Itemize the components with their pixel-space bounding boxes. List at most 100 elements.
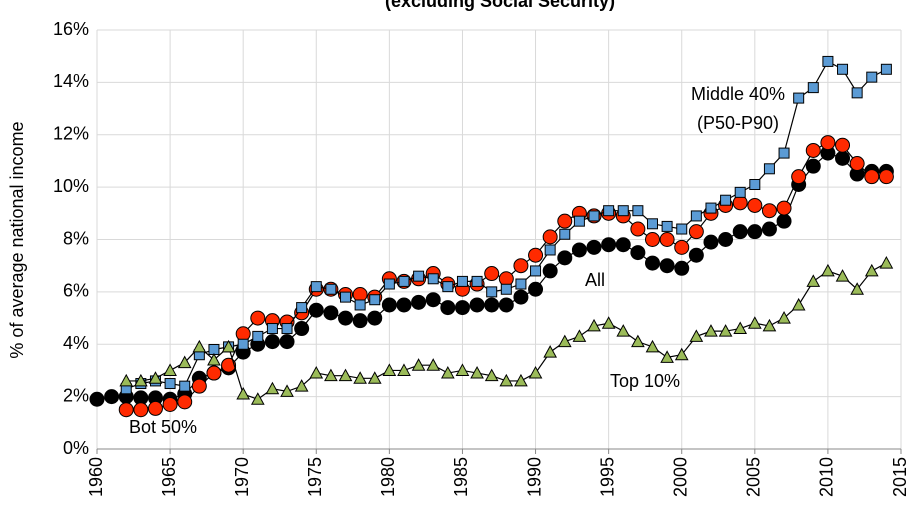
point xyxy=(119,373,134,387)
point xyxy=(644,232,660,247)
point xyxy=(864,263,879,277)
point xyxy=(325,283,337,295)
point xyxy=(352,286,368,302)
point xyxy=(645,339,660,353)
point xyxy=(674,347,689,361)
point xyxy=(383,278,395,290)
x-tick-label: 1990 xyxy=(524,457,544,497)
point xyxy=(572,329,587,342)
point xyxy=(324,368,338,382)
point xyxy=(776,213,792,229)
point xyxy=(820,135,836,151)
point xyxy=(310,281,322,293)
point xyxy=(454,300,470,316)
point xyxy=(878,169,894,185)
point xyxy=(542,229,558,245)
point xyxy=(469,297,485,313)
point xyxy=(571,242,587,258)
point xyxy=(236,386,251,400)
point xyxy=(367,310,383,326)
point xyxy=(265,381,280,395)
point xyxy=(807,82,819,94)
point xyxy=(440,300,456,316)
point xyxy=(162,396,178,412)
point xyxy=(338,310,354,326)
point xyxy=(835,150,851,166)
y-tick-label: 14% xyxy=(53,71,89,91)
point xyxy=(659,258,675,274)
point xyxy=(513,289,529,305)
point xyxy=(456,275,468,287)
point xyxy=(720,194,732,206)
point xyxy=(382,363,397,376)
point xyxy=(777,311,791,324)
point xyxy=(718,324,733,337)
point xyxy=(761,203,777,219)
point xyxy=(718,232,734,247)
point xyxy=(455,363,470,376)
point xyxy=(484,368,499,382)
point xyxy=(192,339,207,353)
point xyxy=(411,358,426,371)
point xyxy=(660,350,674,363)
point xyxy=(557,213,573,229)
x-tick-label: 2015 xyxy=(890,457,910,497)
point xyxy=(499,373,514,387)
point xyxy=(381,297,397,313)
point xyxy=(837,63,849,75)
point xyxy=(309,366,324,379)
x-tick-label: 1985 xyxy=(451,457,471,497)
point xyxy=(206,365,222,381)
point xyxy=(471,275,483,287)
y-tick-label: 12% xyxy=(53,124,89,144)
point xyxy=(880,63,892,75)
point xyxy=(689,329,704,342)
point xyxy=(281,323,293,335)
x-tick-label: 2010 xyxy=(817,457,837,497)
point xyxy=(542,263,558,279)
point xyxy=(688,224,704,240)
point xyxy=(308,302,324,318)
point xyxy=(822,55,834,67)
point xyxy=(732,224,748,240)
point xyxy=(734,186,746,198)
point xyxy=(164,378,176,390)
point xyxy=(528,281,544,297)
series-label: Top 10% xyxy=(610,371,680,391)
point xyxy=(616,324,631,337)
point xyxy=(674,239,690,255)
point xyxy=(266,323,278,335)
point xyxy=(630,221,646,237)
series-sublabel: (P50-P90) xyxy=(697,113,779,133)
point xyxy=(148,371,163,384)
point xyxy=(705,202,717,214)
point xyxy=(601,316,616,329)
point xyxy=(426,358,441,371)
point xyxy=(235,326,251,342)
y-tick-label: 8% xyxy=(63,228,89,248)
point xyxy=(543,345,558,358)
x-tick-label: 1975 xyxy=(305,457,325,497)
point xyxy=(528,247,544,263)
point xyxy=(763,163,775,175)
point xyxy=(530,265,542,277)
point xyxy=(776,200,792,216)
point xyxy=(514,373,528,387)
point xyxy=(250,392,265,405)
point xyxy=(89,391,105,407)
point xyxy=(352,313,368,329)
point xyxy=(191,378,207,394)
point xyxy=(104,389,120,405)
point xyxy=(294,321,310,337)
point xyxy=(661,220,673,232)
point xyxy=(733,321,748,335)
point xyxy=(587,318,601,332)
point xyxy=(484,266,500,282)
point xyxy=(864,169,880,185)
point xyxy=(676,223,688,235)
point xyxy=(133,402,149,418)
point xyxy=(805,142,821,158)
point xyxy=(646,218,658,230)
point xyxy=(397,363,411,376)
